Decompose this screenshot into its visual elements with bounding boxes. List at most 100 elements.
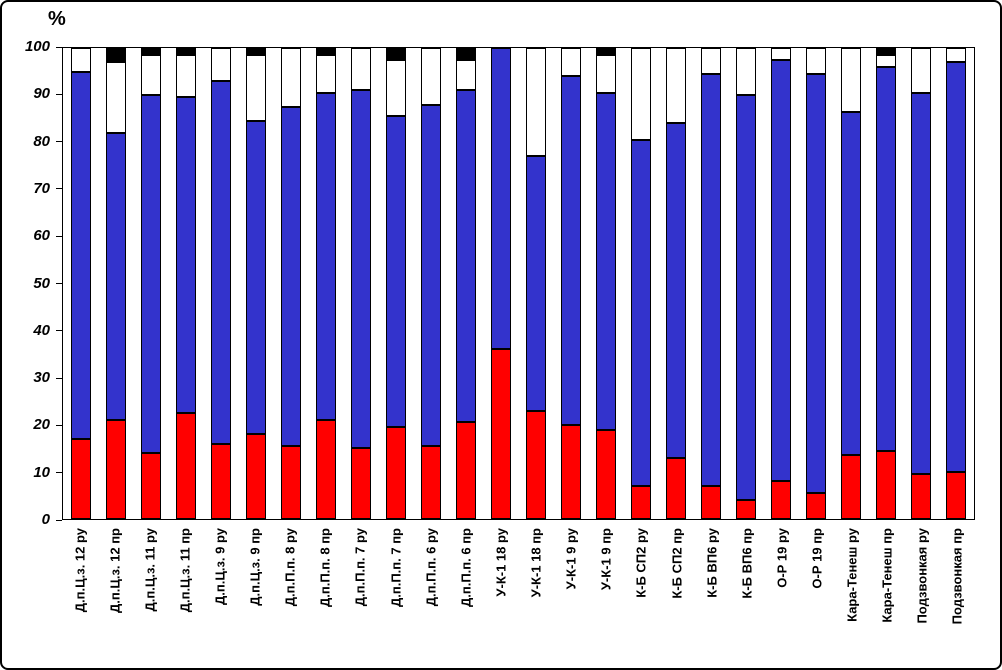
bar-segment-blue xyxy=(876,66,897,451)
x-category-label: У-К-1 18 пр xyxy=(528,528,544,598)
bar-segment-white xyxy=(105,62,126,133)
bar-segment-blue xyxy=(841,111,862,456)
bar-segment-white xyxy=(280,48,301,107)
bar-segment-white xyxy=(140,55,161,96)
bar-1 xyxy=(105,48,126,519)
bar-segment-red xyxy=(455,422,476,519)
x-category-label: Подзвонкая ру xyxy=(914,528,930,624)
y-tick-label: 50 xyxy=(33,274,50,292)
bar-segment-blue xyxy=(561,76,582,425)
bar-23 xyxy=(876,48,897,519)
bar-segment-white xyxy=(596,55,617,93)
bar-segment-white xyxy=(420,48,441,105)
y-tick-label: 90 xyxy=(33,85,50,103)
x-category-label: К-Б СП2 ру xyxy=(633,528,649,598)
bar-segment-red xyxy=(596,429,617,519)
x-category-label: У-К-1 9 ру xyxy=(563,528,579,590)
bar-segment-blue xyxy=(526,156,547,411)
bar-2 xyxy=(140,48,161,519)
bar-segment-white xyxy=(876,55,897,67)
bar-segment-blue xyxy=(455,90,476,423)
bar-segment-blue xyxy=(771,59,792,482)
bar-segment-blue xyxy=(350,90,371,449)
y-tick-mark xyxy=(56,141,62,143)
bar-5 xyxy=(245,48,266,519)
plot-area xyxy=(62,47,975,520)
x-category-label: Д.п.Ц.з. 12 ру xyxy=(72,528,88,613)
y-tick-label: 80 xyxy=(33,132,50,150)
bar-segment-blue xyxy=(490,48,511,350)
y-tick-mark xyxy=(56,424,62,426)
bar-17 xyxy=(666,48,687,519)
x-category-label: Подзвонкая пр xyxy=(949,528,965,625)
bar-segment-white xyxy=(911,48,932,93)
bar-segment-red xyxy=(666,457,687,519)
bar-segment-white xyxy=(350,48,371,91)
bar-segment-black xyxy=(175,48,196,56)
bar-segment-white xyxy=(70,48,91,72)
x-category-label: Д.п.Ц.з. 12 пр xyxy=(107,528,123,613)
bar-3 xyxy=(175,48,196,519)
bar-segment-black xyxy=(876,48,897,56)
bar-0 xyxy=(70,48,91,519)
x-category-label: О-Р 19 пр xyxy=(809,528,825,589)
bar-segment-red xyxy=(946,471,967,519)
y-tick-label: 20 xyxy=(33,416,50,434)
bar-segment-red xyxy=(280,446,301,519)
bar-segment-black xyxy=(245,48,266,56)
bar-segment-red xyxy=(631,486,652,519)
x-category-label: Д.п.Ц.з. 9 ру xyxy=(212,528,228,605)
x-category-label: О-Р 19 ру xyxy=(774,528,790,588)
bar-segment-blue xyxy=(806,73,827,494)
bar-24 xyxy=(911,48,932,519)
y-tick-mark xyxy=(56,283,62,284)
bar-segment-red xyxy=(210,443,231,519)
x-category-label: К-Б ВП6 ру xyxy=(704,528,720,598)
y-axis-title: % xyxy=(48,8,66,30)
y-tick-mark xyxy=(56,46,62,48)
bar-14 xyxy=(561,48,582,519)
x-category-label: Д.п.П.п. 7 ру xyxy=(352,528,368,607)
bar-segment-blue xyxy=(385,116,406,428)
x-category-label: Д.п.Ц.з. 11 ру xyxy=(142,528,158,612)
bar-segment-white xyxy=(806,48,827,74)
bar-segment-red xyxy=(561,424,582,519)
bar-segment-red xyxy=(175,413,196,519)
y-tick-label: 40 xyxy=(33,321,50,339)
bar-segment-red xyxy=(245,434,266,519)
y-tick-mark xyxy=(56,472,62,474)
bar-segment-white xyxy=(315,55,336,93)
bar-11 xyxy=(455,48,476,519)
bar-segment-white xyxy=(841,48,862,112)
y-tick-label: 60 xyxy=(33,227,50,245)
bar-segment-red xyxy=(701,486,722,519)
x-axis-labels: Д.п.Ц.з. 12 ру Д.п.Ц.з. 12 пр Д.п.Ц.з. 11 … xyxy=(62,522,975,668)
bar-segment-red xyxy=(385,427,406,519)
x-category-label: Д.п.П.п. 8 ру xyxy=(282,528,298,607)
bar-segment-red xyxy=(771,481,792,519)
bar-segment-black xyxy=(596,48,617,56)
y-tick-mark xyxy=(56,519,62,521)
x-category-label: Д.п.Ц.з. 11 пр xyxy=(177,528,193,613)
y-tick-mark xyxy=(56,188,62,190)
bar-segment-white xyxy=(631,48,652,140)
bar-segment-black xyxy=(455,48,476,60)
bar-segment-blue xyxy=(596,92,617,430)
bar-4 xyxy=(210,48,231,519)
bar-segment-white xyxy=(701,48,722,74)
bar-segment-black xyxy=(140,48,161,56)
bar-13 xyxy=(526,48,547,519)
bar-segment-white xyxy=(455,59,476,91)
bar-segment-blue xyxy=(911,92,932,475)
x-category-label: Д.п.П.п. 6 ру xyxy=(423,528,439,607)
bar-segment-white xyxy=(946,48,967,63)
bar-segment-red xyxy=(911,474,932,519)
bar-segment-blue xyxy=(736,95,757,501)
bar-segment-white xyxy=(175,55,196,98)
bar-segment-blue xyxy=(315,92,336,421)
x-category-label: Кара-Тенеш пр xyxy=(879,528,895,623)
bar-6 xyxy=(280,48,301,519)
x-category-label: Д.п.П.п. 7 пр xyxy=(388,528,404,608)
y-tick-label: 10 xyxy=(33,463,50,481)
bar-12 xyxy=(490,48,511,519)
